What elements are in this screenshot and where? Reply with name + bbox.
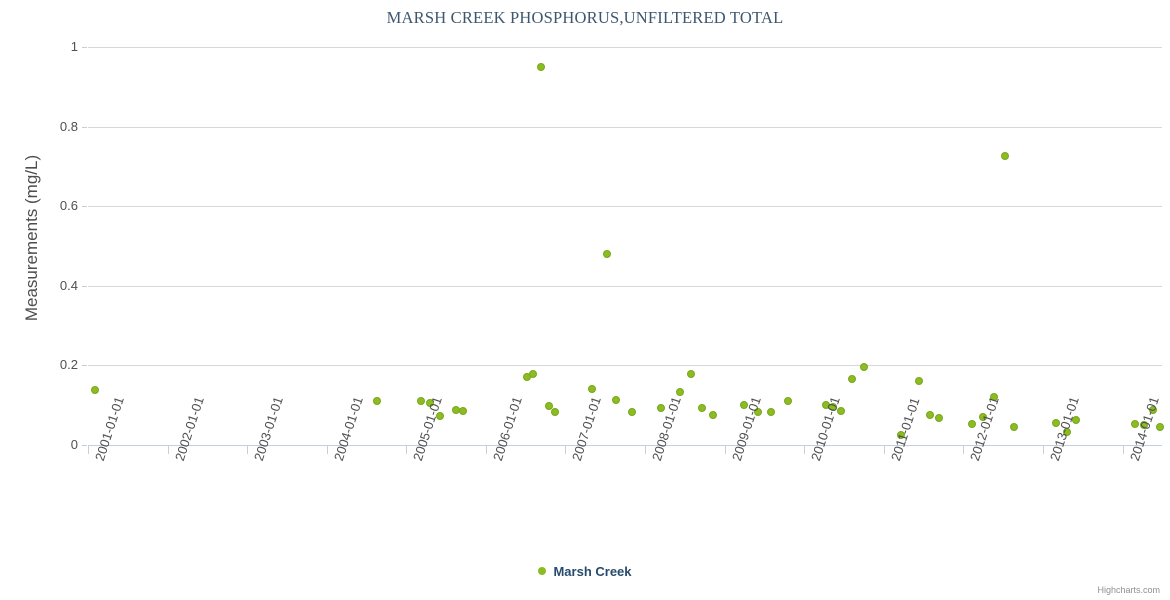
y-gridline: [88, 126, 1162, 128]
data-point[interactable]: [417, 397, 426, 406]
data-point[interactable]: [979, 412, 988, 421]
legend-item-marsh-creek[interactable]: Marsh Creek: [538, 563, 632, 579]
legend-marker-icon: [538, 567, 547, 575]
x-axis-tick-mark: [167, 446, 169, 454]
data-point[interactable]: [90, 386, 99, 395]
data-point[interactable]: [627, 408, 636, 417]
y-gridline: [88, 365, 1162, 367]
x-axis-tick-mark: [724, 446, 726, 454]
data-point[interactable]: [1000, 151, 1009, 160]
data-point[interactable]: [740, 400, 749, 409]
data-point[interactable]: [1009, 423, 1018, 432]
x-axis-tick-mark: [963, 446, 965, 454]
data-point[interactable]: [837, 407, 846, 416]
data-point[interactable]: [934, 414, 943, 423]
chart-legend: Marsh Creek: [0, 563, 1170, 579]
y-axis-tick-mark: [82, 365, 87, 367]
x-axis-tick-mark: [565, 446, 567, 454]
data-point[interactable]: [896, 431, 905, 440]
y-axis-tick-label: 0: [70, 437, 78, 452]
data-point[interactable]: [1051, 418, 1060, 427]
data-point[interactable]: [848, 374, 857, 383]
y-axis-tick-mark: [82, 206, 87, 208]
data-point[interactable]: [821, 400, 830, 409]
plot-area: [88, 47, 1164, 445]
data-point[interactable]: [1131, 419, 1140, 428]
x-axis-tick-mark: [406, 446, 408, 454]
x-axis-tick-mark: [247, 446, 249, 454]
y-axis-tick-label: 0.4: [59, 277, 78, 293]
data-point[interactable]: [709, 411, 718, 420]
y-axis-title: Measurements (mg/L): [22, 154, 41, 322]
data-point[interactable]: [1071, 416, 1080, 425]
data-point[interactable]: [528, 370, 537, 379]
y-axis-tick-mark: [82, 47, 87, 48]
data-point[interactable]: [925, 410, 934, 419]
y-axis-tick-mark: [82, 126, 87, 128]
data-point[interactable]: [451, 406, 460, 415]
data-point[interactable]: [587, 385, 596, 394]
data-point[interactable]: [766, 408, 775, 417]
y-axis-tick-mark: [82, 285, 87, 287]
data-point[interactable]: [1155, 422, 1164, 431]
data-point[interactable]: [373, 397, 382, 406]
data-point[interactable]: [1062, 427, 1071, 436]
x-axis-tick-mark: [804, 446, 806, 454]
highcharts-credits[interactable]: Highcharts.com: [1097, 585, 1160, 595]
data-point[interactable]: [657, 404, 666, 413]
data-point[interactable]: [459, 406, 468, 415]
data-point[interactable]: [611, 396, 620, 405]
y-axis-tick-label: 0.6: [59, 198, 78, 214]
data-point[interactable]: [967, 420, 976, 429]
data-point[interactable]: [676, 387, 685, 396]
data-point[interactable]: [1148, 405, 1157, 414]
legend-item-label: Marsh Creek: [553, 563, 632, 579]
x-axis-tick-mark: [644, 446, 646, 454]
data-point[interactable]: [859, 362, 868, 371]
data-point[interactable]: [536, 62, 545, 71]
y-gridline: [88, 285, 1162, 287]
x-axis-tick-mark: [326, 446, 328, 454]
x-axis-tick-mark: [88, 446, 89, 454]
y-gridline: [88, 47, 1162, 48]
data-point[interactable]: [914, 376, 923, 385]
x-axis-tick-mark: [1122, 446, 1124, 454]
data-point[interactable]: [829, 402, 838, 411]
chart-title: MARSH CREEK PHOSPHORUS,UNFILTERED TOTAL: [386, 8, 784, 27]
data-point[interactable]: [698, 404, 707, 413]
x-axis-line: [88, 445, 1162, 446]
data-point[interactable]: [602, 249, 611, 258]
y-gridline: [88, 206, 1162, 208]
y-axis-tick-mark: [82, 445, 87, 446]
data-point[interactable]: [436, 412, 445, 421]
data-point[interactable]: [989, 392, 998, 401]
x-axis-tick-mark: [883, 446, 885, 454]
data-point[interactable]: [426, 399, 435, 408]
data-point[interactable]: [1140, 420, 1149, 429]
data-point[interactable]: [687, 370, 696, 379]
x-axis-tick-mark: [485, 446, 487, 454]
data-point[interactable]: [753, 407, 762, 416]
y-axis-tick-label: 0.8: [59, 118, 78, 134]
y-axis-tick-label: 0.2: [59, 357, 78, 373]
data-point[interactable]: [551, 407, 560, 416]
data-point[interactable]: [784, 396, 793, 405]
x-axis-tick-mark: [1043, 446, 1045, 454]
y-axis-tick-label: 1: [70, 39, 78, 54]
